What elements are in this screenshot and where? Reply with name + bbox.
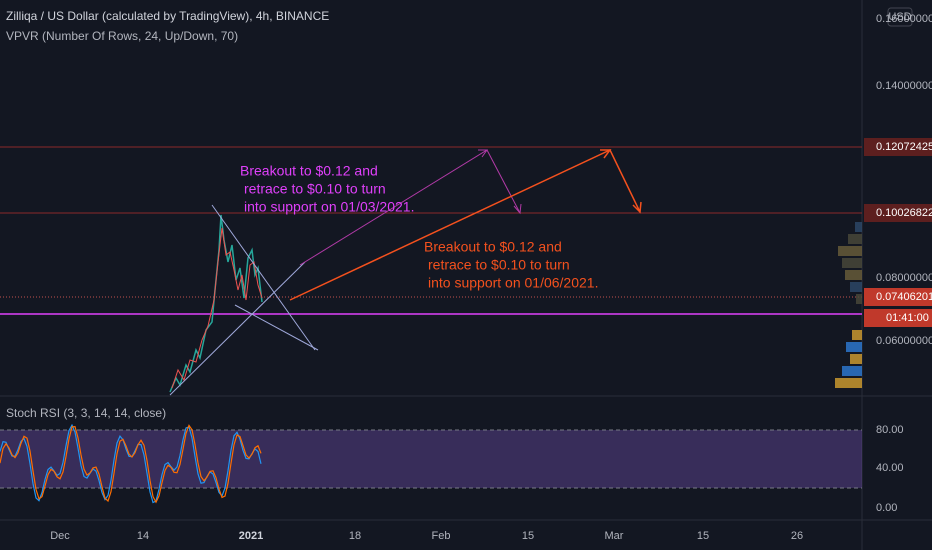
rsi-d — [0, 424, 262, 504]
price-tag-label: 01:41:00 — [886, 312, 929, 324]
price-label: 0.16000000 — [876, 13, 932, 25]
price-label: 0.08000000 — [876, 272, 932, 284]
volume-profile — [835, 222, 862, 388]
price-tag — [864, 138, 932, 156]
rsi-label: 0.00 — [876, 502, 897, 514]
price-tag-label: 0.10026822 — [876, 207, 932, 219]
projection-arrow-2 — [289, 149, 642, 301]
annotation-line: into support on 01/03/2021. — [244, 199, 414, 215]
price-tag — [864, 288, 932, 306]
rsi-label: 40.00 — [876, 462, 904, 474]
rsi-label: 80.00 — [876, 424, 904, 436]
price-tag-label: 0.07406201 — [876, 291, 932, 303]
currency-button[interactable] — [887, 7, 913, 27]
time-label: 2021 — [239, 530, 263, 542]
indicator-title: VPVR (Number Of Rows, 24, Up/Down, 70) — [6, 29, 238, 43]
rsi-band — [0, 430, 862, 488]
price-tag — [864, 309, 932, 327]
projection-arrow-1 — [299, 149, 522, 266]
price-tag-label: 0.12072425 — [876, 141, 932, 153]
currency-label[interactable]: USD — [888, 11, 911, 23]
time-label: 15 — [522, 530, 534, 542]
annotation-line: Breakout to $0.12 and — [424, 239, 562, 255]
time-label: 26 — [791, 530, 803, 542]
annotation-line: retrace to $0.10 to turn — [428, 257, 570, 273]
annotation-line: retrace to $0.10 to turn — [244, 181, 386, 197]
time-label: 14 — [137, 530, 149, 542]
price-path — [171, 227, 263, 389]
axes: 0.16000000 0.14000000 0.08000000 0.06000000… — [50, 13, 932, 542]
symbol-title: Zilliqa / US Dollar (calculated by Tradi… — [6, 9, 329, 23]
time-label: Mar — [605, 530, 624, 542]
trend-lines — [169, 204, 319, 396]
time-label: Feb — [432, 530, 451, 542]
time-label: Dec — [50, 530, 70, 542]
rsi-k — [0, 423, 262, 504]
annotation-line: into support on 01/06/2021. — [428, 275, 598, 291]
price-label: 0.14000000 — [876, 80, 932, 92]
price-tag — [864, 204, 932, 222]
rsi-title: Stoch RSI (3, 3, 14, 14, close) — [6, 406, 166, 420]
time-label: 18 — [349, 530, 361, 542]
annotation-line: Breakout to $0.12 and — [240, 163, 378, 179]
price-label: 0.06000000 — [876, 335, 932, 347]
price-path — [169, 214, 263, 393]
annotations: Breakout to $0.12 and retrace to $0.10 to… — [240, 163, 598, 291]
time-label: 15 — [697, 530, 709, 542]
